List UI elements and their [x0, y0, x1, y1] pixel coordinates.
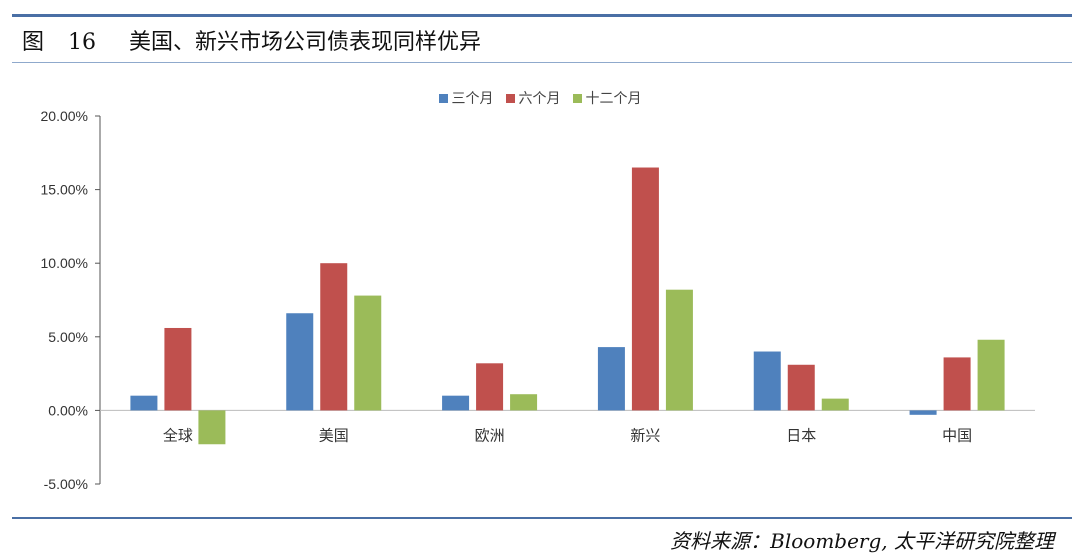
y-tick-label: 0.00% — [48, 402, 88, 418]
bar — [442, 395, 470, 411]
y-tick-label: -5.00% — [44, 476, 88, 492]
bar — [476, 363, 504, 411]
bar — [164, 327, 192, 411]
bar — [286, 313, 314, 411]
legend-label: 三个月 — [451, 91, 494, 107]
figure-title: 图 16 美国、新兴市场公司债表现同样优异 — [22, 24, 481, 56]
bar — [943, 357, 971, 411]
legend-swatch — [572, 94, 582, 103]
bar — [787, 364, 815, 411]
bar — [821, 398, 849, 411]
x-tick-label: 全球 — [163, 426, 193, 444]
bar — [597, 347, 625, 411]
bar — [909, 410, 937, 415]
x-tick-label: 美国 — [319, 426, 349, 444]
bar — [130, 395, 158, 411]
bar — [631, 167, 659, 411]
y-tick-label: 10.00% — [41, 255, 88, 271]
x-tick-label: 日本 — [786, 426, 816, 444]
bottom-rule — [12, 517, 1072, 519]
page-title: 美国、新兴市场公司债表现同样优异 — [129, 30, 482, 55]
legend-item: 十二个月 — [572, 88, 642, 108]
bar — [198, 410, 226, 445]
x-tick-label: 中国 — [942, 426, 972, 444]
source-note: 资料来源：Bloomberg, 太平洋研究院整理 — [670, 529, 1054, 553]
x-tick-label: 欧洲 — [475, 426, 505, 444]
legend-label: 六个月 — [518, 91, 561, 107]
y-tick-label: 5.00% — [48, 329, 88, 345]
bar — [354, 295, 382, 411]
chart-legend: 三个月 六个月 十二个月 — [0, 88, 1080, 108]
bar — [665, 289, 693, 411]
y-tick-label: 15.00% — [41, 182, 88, 198]
legend-label: 十二个月 — [585, 91, 642, 107]
top-rule — [12, 14, 1072, 17]
figure-label: 图 — [22, 30, 45, 55]
bar-chart: -5.00% 0.00% 5.00% 10.00% 15.00% 20.00% 全球 美国 欧洲… — [41, 108, 1035, 492]
figure-number: 16 — [68, 30, 97, 55]
title-divider — [12, 62, 1072, 63]
legend-item: 三个月 — [438, 88, 494, 108]
bar — [320, 263, 348, 411]
bar — [977, 339, 1005, 411]
bar — [510, 394, 538, 411]
y-tick-label: 20.00% — [41, 108, 88, 124]
bar — [753, 351, 781, 411]
legend-item: 六个月 — [505, 88, 561, 108]
legend-swatch — [438, 94, 448, 103]
x-tick-label: 新兴 — [630, 426, 660, 444]
legend-swatch — [505, 94, 515, 103]
